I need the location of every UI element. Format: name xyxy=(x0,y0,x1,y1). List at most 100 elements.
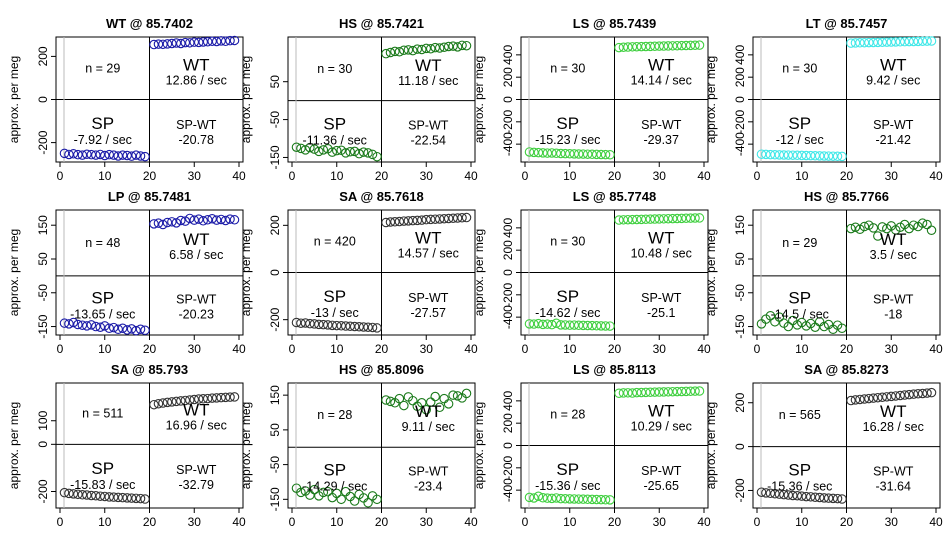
data-point xyxy=(358,322,369,332)
x-tick-label: 0 xyxy=(522,342,529,356)
y-tick-label: 0 xyxy=(733,96,747,103)
data-point xyxy=(73,489,83,500)
data-point xyxy=(185,395,195,405)
data-point xyxy=(394,393,405,404)
data-point xyxy=(908,389,919,399)
data-point xyxy=(331,320,342,331)
data-point xyxy=(162,397,173,408)
data-point xyxy=(846,223,856,234)
data-point xyxy=(104,149,114,160)
data-point xyxy=(578,149,588,159)
data-point xyxy=(331,488,342,499)
data-point xyxy=(922,36,932,46)
wt-rate: 11.18 / sec xyxy=(398,74,458,88)
data-point xyxy=(667,213,678,224)
sp-label: SP xyxy=(556,114,579,133)
data-point xyxy=(819,321,829,332)
y-axis-label: approx. per meg xyxy=(239,229,253,316)
sp-wt-value: -22.54 xyxy=(411,133,446,147)
data-point xyxy=(676,213,687,224)
data-point xyxy=(434,43,445,53)
y-tick-label: 50 xyxy=(733,252,747,266)
data-point xyxy=(394,216,405,227)
n-label: n = 28 xyxy=(317,408,352,422)
data-point xyxy=(886,391,896,402)
y-tick-label: 0 xyxy=(36,441,50,448)
data-point xyxy=(372,494,382,505)
x-tick-label: 20 xyxy=(375,169,389,183)
data-point xyxy=(345,321,355,332)
data-point xyxy=(434,214,445,224)
data-point xyxy=(149,39,159,50)
data-point xyxy=(547,148,557,158)
data-point xyxy=(573,149,584,159)
sp-wt-value: -21.42 xyxy=(876,133,911,147)
x-tick-label: 10 xyxy=(330,342,344,356)
x-tick-label: 20 xyxy=(608,515,622,529)
data-point xyxy=(131,493,141,504)
data-point xyxy=(167,38,177,49)
data-point xyxy=(296,143,306,154)
n-label: n = 511 xyxy=(82,407,123,421)
data-point xyxy=(792,320,803,330)
data-point xyxy=(801,491,811,502)
y-tick-label: 400 xyxy=(501,218,515,238)
wt-label: WT xyxy=(880,55,906,74)
sp-label: SP xyxy=(91,114,114,133)
data-point xyxy=(385,396,396,407)
data-point xyxy=(300,145,311,155)
y-tick-label: -50 xyxy=(268,111,282,129)
data-point xyxy=(100,321,110,331)
sp-rate: -14.29 / sec xyxy=(302,480,367,494)
x-tick-label: 30 xyxy=(420,342,434,356)
wt-rate: 12.86 / sec xyxy=(166,73,227,87)
data-point xyxy=(645,41,656,52)
data-point xyxy=(796,150,807,161)
data-point xyxy=(774,489,785,499)
data-point xyxy=(171,396,182,407)
data-point xyxy=(425,43,436,54)
y-axis-label: approx. per meg xyxy=(7,56,21,143)
x-tick-label: 0 xyxy=(289,342,296,356)
data-point xyxy=(877,222,888,232)
x-tick-label: 40 xyxy=(697,515,711,529)
sp-wt-label: SP-WT xyxy=(408,118,449,132)
sp-rate: -14.5 / sec xyxy=(771,307,829,321)
sp-wt-label: SP-WT xyxy=(641,464,682,478)
data-point xyxy=(917,218,928,228)
y-tick-label: 0 xyxy=(501,269,515,276)
y-axis-label: approx. per meg xyxy=(239,402,253,489)
data-point xyxy=(756,487,767,497)
data-point xyxy=(672,386,682,397)
data-point xyxy=(185,38,195,48)
data-point xyxy=(837,323,847,333)
data-point xyxy=(452,213,463,223)
data-point xyxy=(926,387,937,398)
data-point xyxy=(855,38,865,48)
sp-label: SP xyxy=(788,114,811,133)
data-point xyxy=(814,151,825,161)
wt-label: WT xyxy=(415,56,441,75)
sp-label: SP xyxy=(323,461,346,480)
y-tick-label: -150 xyxy=(268,145,282,169)
data-point xyxy=(587,320,597,331)
data-point xyxy=(632,387,642,398)
y-axis-label: approx. per meg xyxy=(704,402,718,489)
x-tick-label: 20 xyxy=(840,169,854,183)
data-point xyxy=(202,36,213,47)
x-tick-label: 20 xyxy=(375,515,389,529)
data-point xyxy=(390,46,400,57)
data-point xyxy=(864,393,874,404)
sp-label: SP xyxy=(91,288,114,307)
data-point xyxy=(296,487,306,498)
panel-title: LS @ 85.8113 xyxy=(573,362,656,377)
data-point xyxy=(158,398,168,408)
data-point xyxy=(417,398,427,408)
sp-label: SP xyxy=(323,287,346,306)
y-tick-label: 200 xyxy=(733,67,747,87)
data-point xyxy=(605,495,615,505)
data-point xyxy=(600,321,611,331)
data-point xyxy=(372,151,382,162)
data-point xyxy=(176,38,186,49)
data-point xyxy=(345,147,355,157)
